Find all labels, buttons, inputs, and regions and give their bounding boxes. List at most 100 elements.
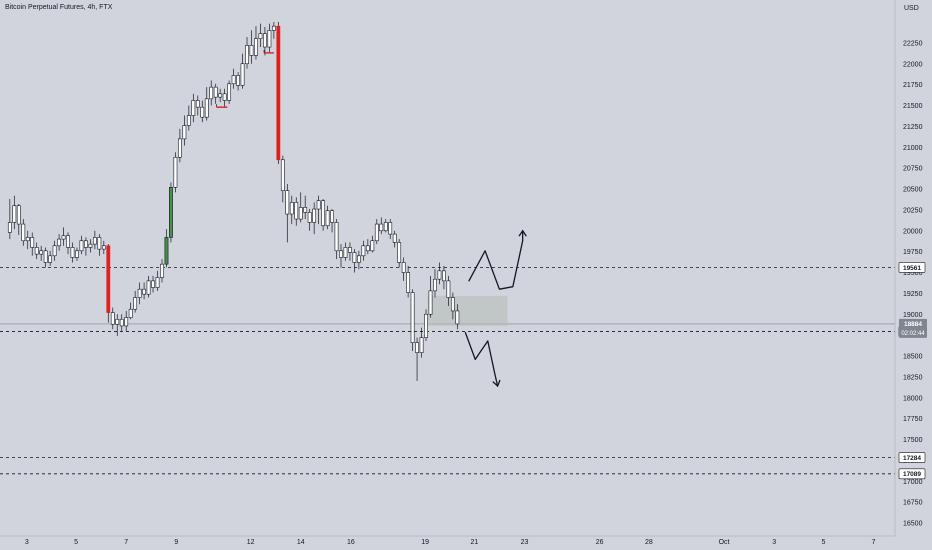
candle-body (222, 93, 227, 101)
candle (218, 88, 223, 103)
candle-body (21, 223, 26, 242)
candle-body (415, 342, 419, 353)
supply-demand-zone (427, 295, 508, 326)
candle (110, 307, 115, 330)
candle (392, 230, 397, 248)
candle-body (397, 242, 402, 263)
y-tick-label: 19750 (903, 249, 923, 256)
candle (133, 290, 138, 313)
candle-body (213, 86, 218, 98)
candle-body (339, 250, 343, 258)
candle (160, 259, 164, 283)
y-tick-label: 19250 (903, 291, 923, 298)
candle (312, 202, 317, 235)
candle (236, 72, 240, 91)
candle-body (437, 270, 442, 280)
candle-body (433, 278, 437, 292)
x-tick-label: 28 (645, 539, 653, 546)
candle (84, 237, 88, 256)
candle-body (61, 235, 66, 240)
x-tick-label: 7 (124, 539, 128, 546)
candle-body (379, 223, 384, 232)
candle-body (446, 280, 451, 298)
candle-body (442, 270, 446, 282)
candle (177, 128, 182, 163)
level-tag: 17089 (903, 471, 921, 478)
candle-body (455, 310, 460, 325)
candle (348, 242, 352, 261)
candle (383, 219, 388, 233)
candle-body (410, 292, 415, 343)
candle-body (374, 223, 379, 242)
candle (271, 22, 276, 39)
candle (30, 232, 35, 256)
candle-body (75, 250, 79, 258)
candle (285, 183, 290, 243)
candle-body (177, 138, 182, 158)
candle-body (182, 125, 187, 140)
candle-body (7, 222, 12, 233)
candle-body (330, 210, 334, 223)
price-axis[interactable]: 22250 22000 21750 21500 21250 21000 20750 20500… (894, 0, 923, 536)
candle-body (401, 262, 406, 273)
candle (330, 209, 334, 233)
candle-body (79, 240, 84, 252)
candle (164, 229, 169, 268)
y-tick-label: 21500 (903, 103, 923, 110)
candle-body (97, 237, 102, 250)
candle (245, 37, 249, 69)
candle-body (227, 83, 232, 101)
candle (21, 219, 26, 246)
candle (200, 100, 205, 123)
drawings-layer (464, 229, 527, 388)
candle (450, 292, 455, 320)
candle (437, 262, 442, 285)
candle-body (450, 297, 455, 312)
candle (79, 235, 84, 255)
time-axis[interactable]: 3 5 7 9 12 14 16 19 21 23 26 28 Oct 3 5 7 (0, 535, 895, 546)
candle (303, 195, 308, 220)
candle (43, 247, 48, 268)
candle (61, 227, 66, 246)
candle (356, 250, 361, 270)
x-tick-label: 21 (470, 539, 478, 546)
candle-body (321, 200, 325, 227)
candle (213, 83, 218, 104)
candle-body (356, 255, 361, 263)
y-tick-label: 20250 (903, 207, 923, 214)
candle-body (164, 237, 169, 265)
x-tick-label: 3 (772, 539, 776, 546)
candle (191, 93, 196, 123)
candle (173, 152, 178, 193)
candle (352, 249, 357, 273)
candle (316, 195, 321, 225)
candle (7, 199, 12, 240)
level-tag-bg (898, 262, 926, 273)
candle-body (343, 247, 348, 258)
candle (92, 230, 97, 250)
candle-body (70, 247, 75, 258)
candle-body (276, 25, 281, 161)
candle-body (106, 245, 111, 313)
y-tick-label: 20750 (903, 166, 923, 173)
candle-body (249, 45, 254, 56)
candle-body (280, 159, 285, 191)
price-axis-unit: USD (904, 5, 919, 12)
candle-body (316, 200, 321, 210)
candle-body (12, 205, 17, 223)
candle (388, 219, 393, 240)
candle (289, 195, 294, 225)
candle (231, 68, 236, 89)
candle (240, 53, 245, 89)
candle (66, 232, 70, 255)
y-tick-label: 17750 (903, 416, 923, 423)
candle (88, 239, 93, 253)
candle (298, 192, 303, 223)
candle (276, 22, 281, 164)
y-tick-label: 19000 (903, 312, 923, 319)
candle (34, 242, 39, 260)
candle (428, 275, 433, 318)
candle-body (195, 100, 200, 108)
x-tick-label: 19 (421, 539, 429, 546)
